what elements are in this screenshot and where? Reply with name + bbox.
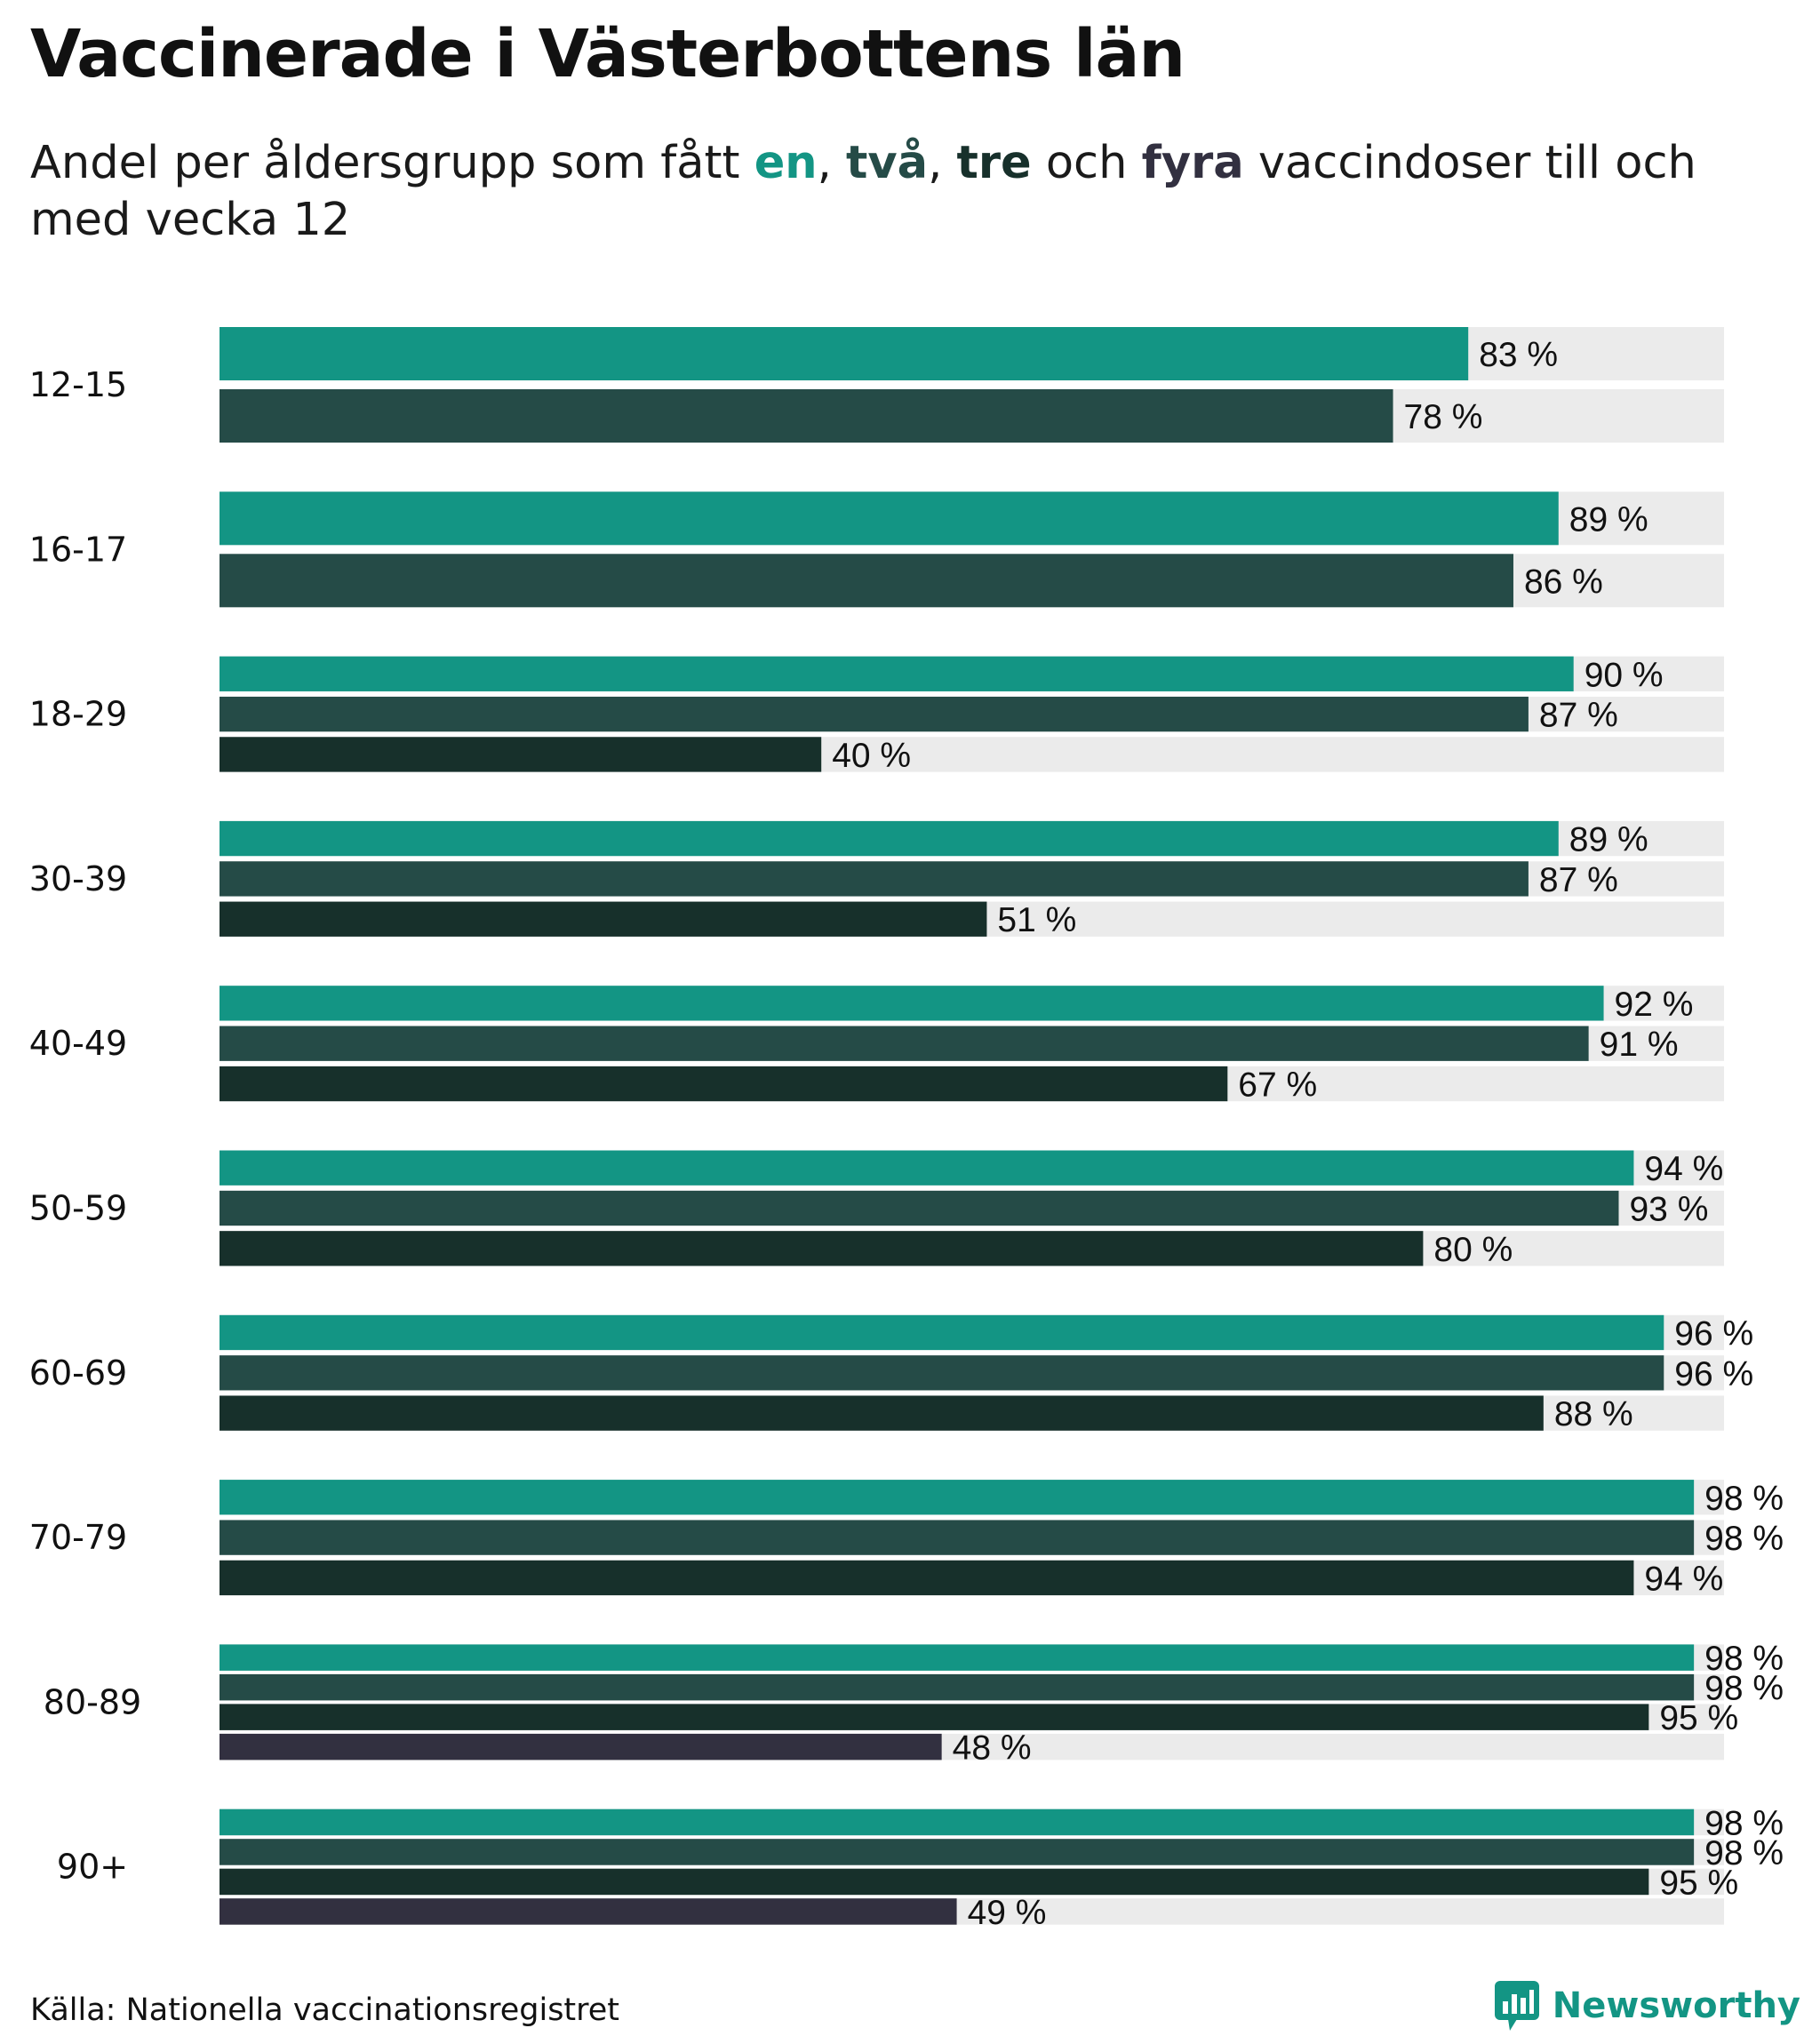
group-label: 70-79 [29, 1518, 127, 1557]
data-label: 94 % [1644, 1150, 1723, 1188]
brand-name: Newsworthy [1552, 1985, 1800, 2026]
data-label: 94 % [1644, 1560, 1723, 1598]
data-label: 98 % [1704, 1480, 1784, 1518]
bar [220, 1150, 1634, 1186]
data-label: 51 % [997, 901, 1076, 939]
chart-title: Vaccinerade i Västerbottens län [30, 16, 1185, 92]
bar [220, 1066, 1228, 1102]
data-label: 87 % [1539, 861, 1618, 899]
subtitle-dose-four: fyra [1141, 137, 1244, 189]
bar [220, 1704, 1649, 1730]
bar [220, 1868, 1649, 1896]
bar [220, 1808, 1695, 1836]
data-label: 78 % [1404, 398, 1483, 436]
data-label: 96 % [1674, 1314, 1753, 1353]
bar [220, 656, 1574, 691]
group-label: 30-39 [29, 859, 127, 898]
subtitle-text-mid: och [1031, 137, 1142, 189]
group-label: 18-29 [29, 695, 127, 734]
chart-subtitle: Andel per åldersgrupp som fått en, två, … [30, 135, 1719, 249]
data-label: 90 % [1585, 656, 1664, 694]
subtitle-separator-2: , [928, 137, 957, 189]
data-label: 98 % [1704, 1520, 1784, 1558]
data-label: 91 % [1600, 1026, 1679, 1064]
group-label: 90+ [57, 1848, 128, 1887]
group-label: 16-17 [29, 530, 127, 569]
data-label: 87 % [1539, 697, 1618, 735]
data-label: 67 % [1238, 1066, 1317, 1105]
bar [220, 1231, 1424, 1266]
data-label: 89 % [1569, 500, 1648, 539]
bar [220, 737, 822, 772]
brand-logo: Newsworthy [1494, 1980, 1800, 2032]
data-label: 88 % [1554, 1395, 1633, 1433]
bar [220, 1733, 942, 1761]
data-label: 89 % [1569, 821, 1648, 859]
bar [220, 861, 1529, 897]
bar [220, 327, 1469, 380]
data-label: 80 % [1433, 1231, 1513, 1269]
group-label: 50-59 [29, 1189, 127, 1228]
bar [220, 1644, 1695, 1671]
bar [220, 1520, 1695, 1555]
data-label: 93 % [1629, 1191, 1708, 1229]
bar [220, 554, 1513, 608]
bar [220, 1898, 957, 1925]
bar [220, 1314, 1664, 1351]
subtitle-text-post: vaccindoser till och med vecka 12 [30, 137, 1696, 246]
subtitle-dose-one: en [754, 137, 818, 189]
data-label: 96 % [1674, 1355, 1753, 1393]
subtitle-dose-three: tre [956, 137, 1032, 189]
subtitle-separator-1: , [817, 137, 847, 189]
subtitle-text-pre: Andel per åldersgrupp som fått [30, 137, 754, 189]
subtitle-dose-two: två [846, 137, 929, 189]
bar [220, 1673, 1695, 1701]
group-label: 60-69 [29, 1353, 127, 1393]
bar [220, 901, 987, 937]
data-label: 48 % [953, 1729, 1032, 1768]
data-label: 98 % [1704, 1640, 1784, 1678]
bar [220, 986, 1604, 1021]
data-label: 95 % [1659, 1864, 1738, 1902]
data-label: 98 % [1704, 1834, 1784, 1872]
bar [220, 1355, 1664, 1391]
data-label: 83 % [1479, 336, 1558, 374]
bar [220, 1190, 1619, 1226]
bar [220, 1480, 1695, 1515]
bar [220, 1026, 1589, 1061]
group-label: 40-49 [29, 1024, 127, 1063]
data-label: 86 % [1524, 563, 1603, 601]
bar [220, 491, 1559, 546]
data-label: 95 % [1659, 1699, 1738, 1737]
bar [220, 389, 1393, 443]
data-label: 49 % [968, 1894, 1047, 1932]
bar [220, 820, 1559, 857]
data-label: 92 % [1615, 986, 1694, 1024]
bar [220, 1395, 1544, 1431]
newsworthy-logo-icon [1494, 1981, 1539, 2031]
source-note: Källa: Nationella vaccinationsregistret [30, 1992, 620, 2028]
data-label: 40 % [832, 737, 911, 775]
bar [220, 1839, 1695, 1865]
data-label: 98 % [1704, 1804, 1784, 1842]
data-label: 98 % [1704, 1670, 1784, 1708]
group-label: 12-15 [29, 365, 127, 404]
bar [220, 1560, 1634, 1596]
group-label: 80-89 [44, 1682, 141, 1721]
bar [220, 696, 1529, 732]
